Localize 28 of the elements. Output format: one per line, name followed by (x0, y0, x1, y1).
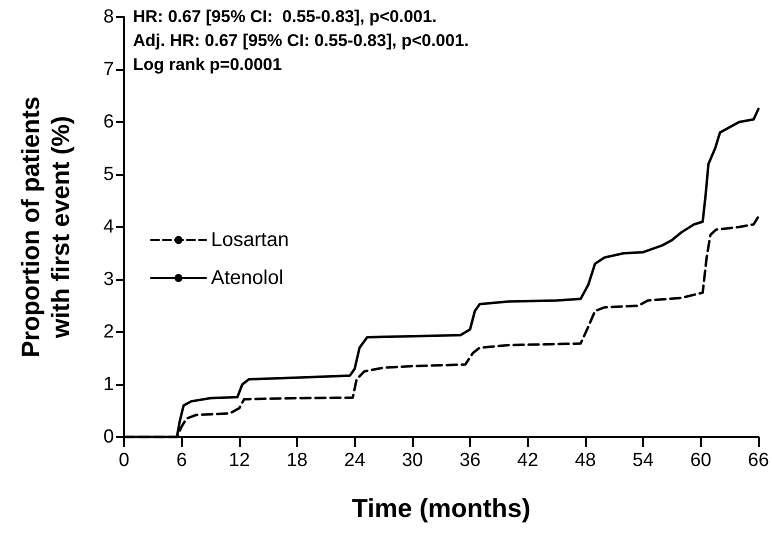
x-tick-label: 24 (344, 450, 366, 471)
x-tick-label: 12 (228, 450, 250, 471)
x-tick-label: 30 (402, 450, 423, 471)
x-tick-label: 48 (574, 450, 596, 471)
y-tick-label: 8 (103, 6, 114, 28)
y-tick-label: 7 (103, 59, 114, 80)
x-tick-label: 60 (690, 450, 712, 471)
y-tick-label: 0 (103, 426, 114, 448)
x-tick-label: 6 (176, 450, 187, 471)
annotation: HR: 0.67 [95% CI: 0.55-0.83], p<0.001. (133, 7, 437, 26)
y-tick-label: 5 (103, 164, 114, 185)
x-tick-label: 54 (632, 450, 654, 471)
annotation: Adj. HR: 0.67 [95% CI: 0.55-0.83], p<0.001. (133, 31, 469, 50)
y-tick-label: 1 (103, 374, 114, 395)
y-tick-label: 2 (103, 322, 114, 342)
legend-label: Losartan (211, 229, 289, 251)
x-tick-label: 18 (286, 450, 308, 471)
x-tick-label: 66 (748, 450, 770, 471)
y-tick-label: 6 (103, 112, 114, 132)
legend-label: Atenolol (211, 267, 284, 289)
x-tick-label: 36 (459, 450, 481, 471)
y-tick-label: 3 (103, 269, 114, 290)
x-axis-title: Time (months) (352, 493, 531, 523)
annotation: Log rank p=0.0001 (133, 55, 282, 74)
y-axis-title: Proportion of patients with first event (%) (17, 96, 75, 358)
y-tick-label: 4 (103, 216, 114, 238)
x-tick-label: 0 (118, 450, 130, 471)
x-tick-label: 42 (517, 450, 538, 471)
